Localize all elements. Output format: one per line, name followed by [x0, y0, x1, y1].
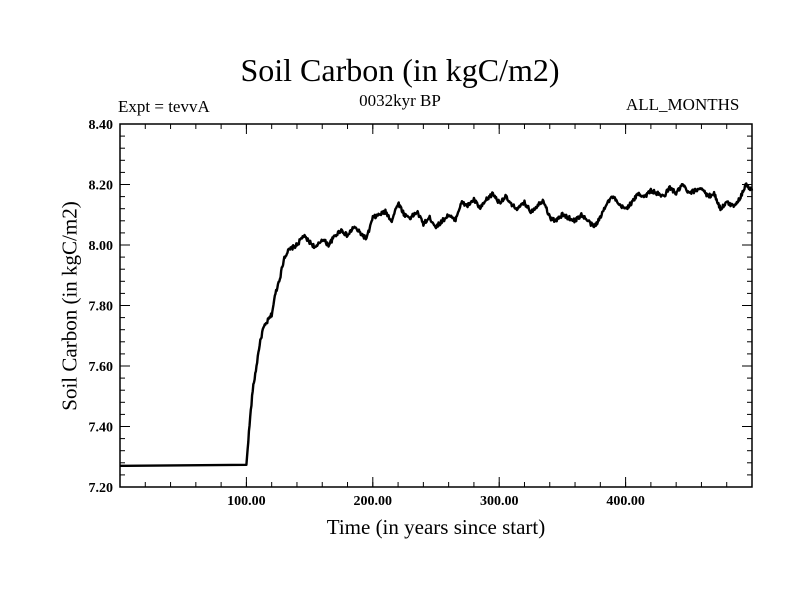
y-tick-label: 7.80: [89, 300, 114, 315]
y-tick-label: 7.40: [89, 421, 114, 436]
series-layer: [119, 182, 754, 468]
series-line: [119, 182, 754, 468]
x-tick-label: 200.00: [354, 494, 393, 509]
y-tick-label: 8.20: [89, 179, 114, 194]
y-tick-label: 7.60: [89, 360, 114, 375]
x-axis-label: Time (in years since start): [326, 515, 546, 539]
experiment-label: Expt = tevvA: [118, 97, 210, 116]
x-tick-label: 400.00: [606, 494, 645, 509]
y-tick-label: 7.20: [89, 481, 114, 496]
chart-subtitle: 0032kyr BP: [359, 91, 441, 110]
chart-title: Soil Carbon (in kgC/m2): [240, 52, 560, 88]
months-label: ALL_MONTHS: [626, 95, 740, 114]
plot-frame: [119, 123, 753, 488]
y-tick-label: 8.40: [89, 118, 114, 133]
x-tick-label: 300.00: [480, 494, 519, 509]
y-tick-label: 8.00: [89, 239, 114, 254]
x-tick-label: 100.00: [227, 494, 266, 509]
axis-ticks: 100.00 200.00 300.00 400.00 7.20 7.40 7.60 7.80…: [89, 118, 752, 509]
